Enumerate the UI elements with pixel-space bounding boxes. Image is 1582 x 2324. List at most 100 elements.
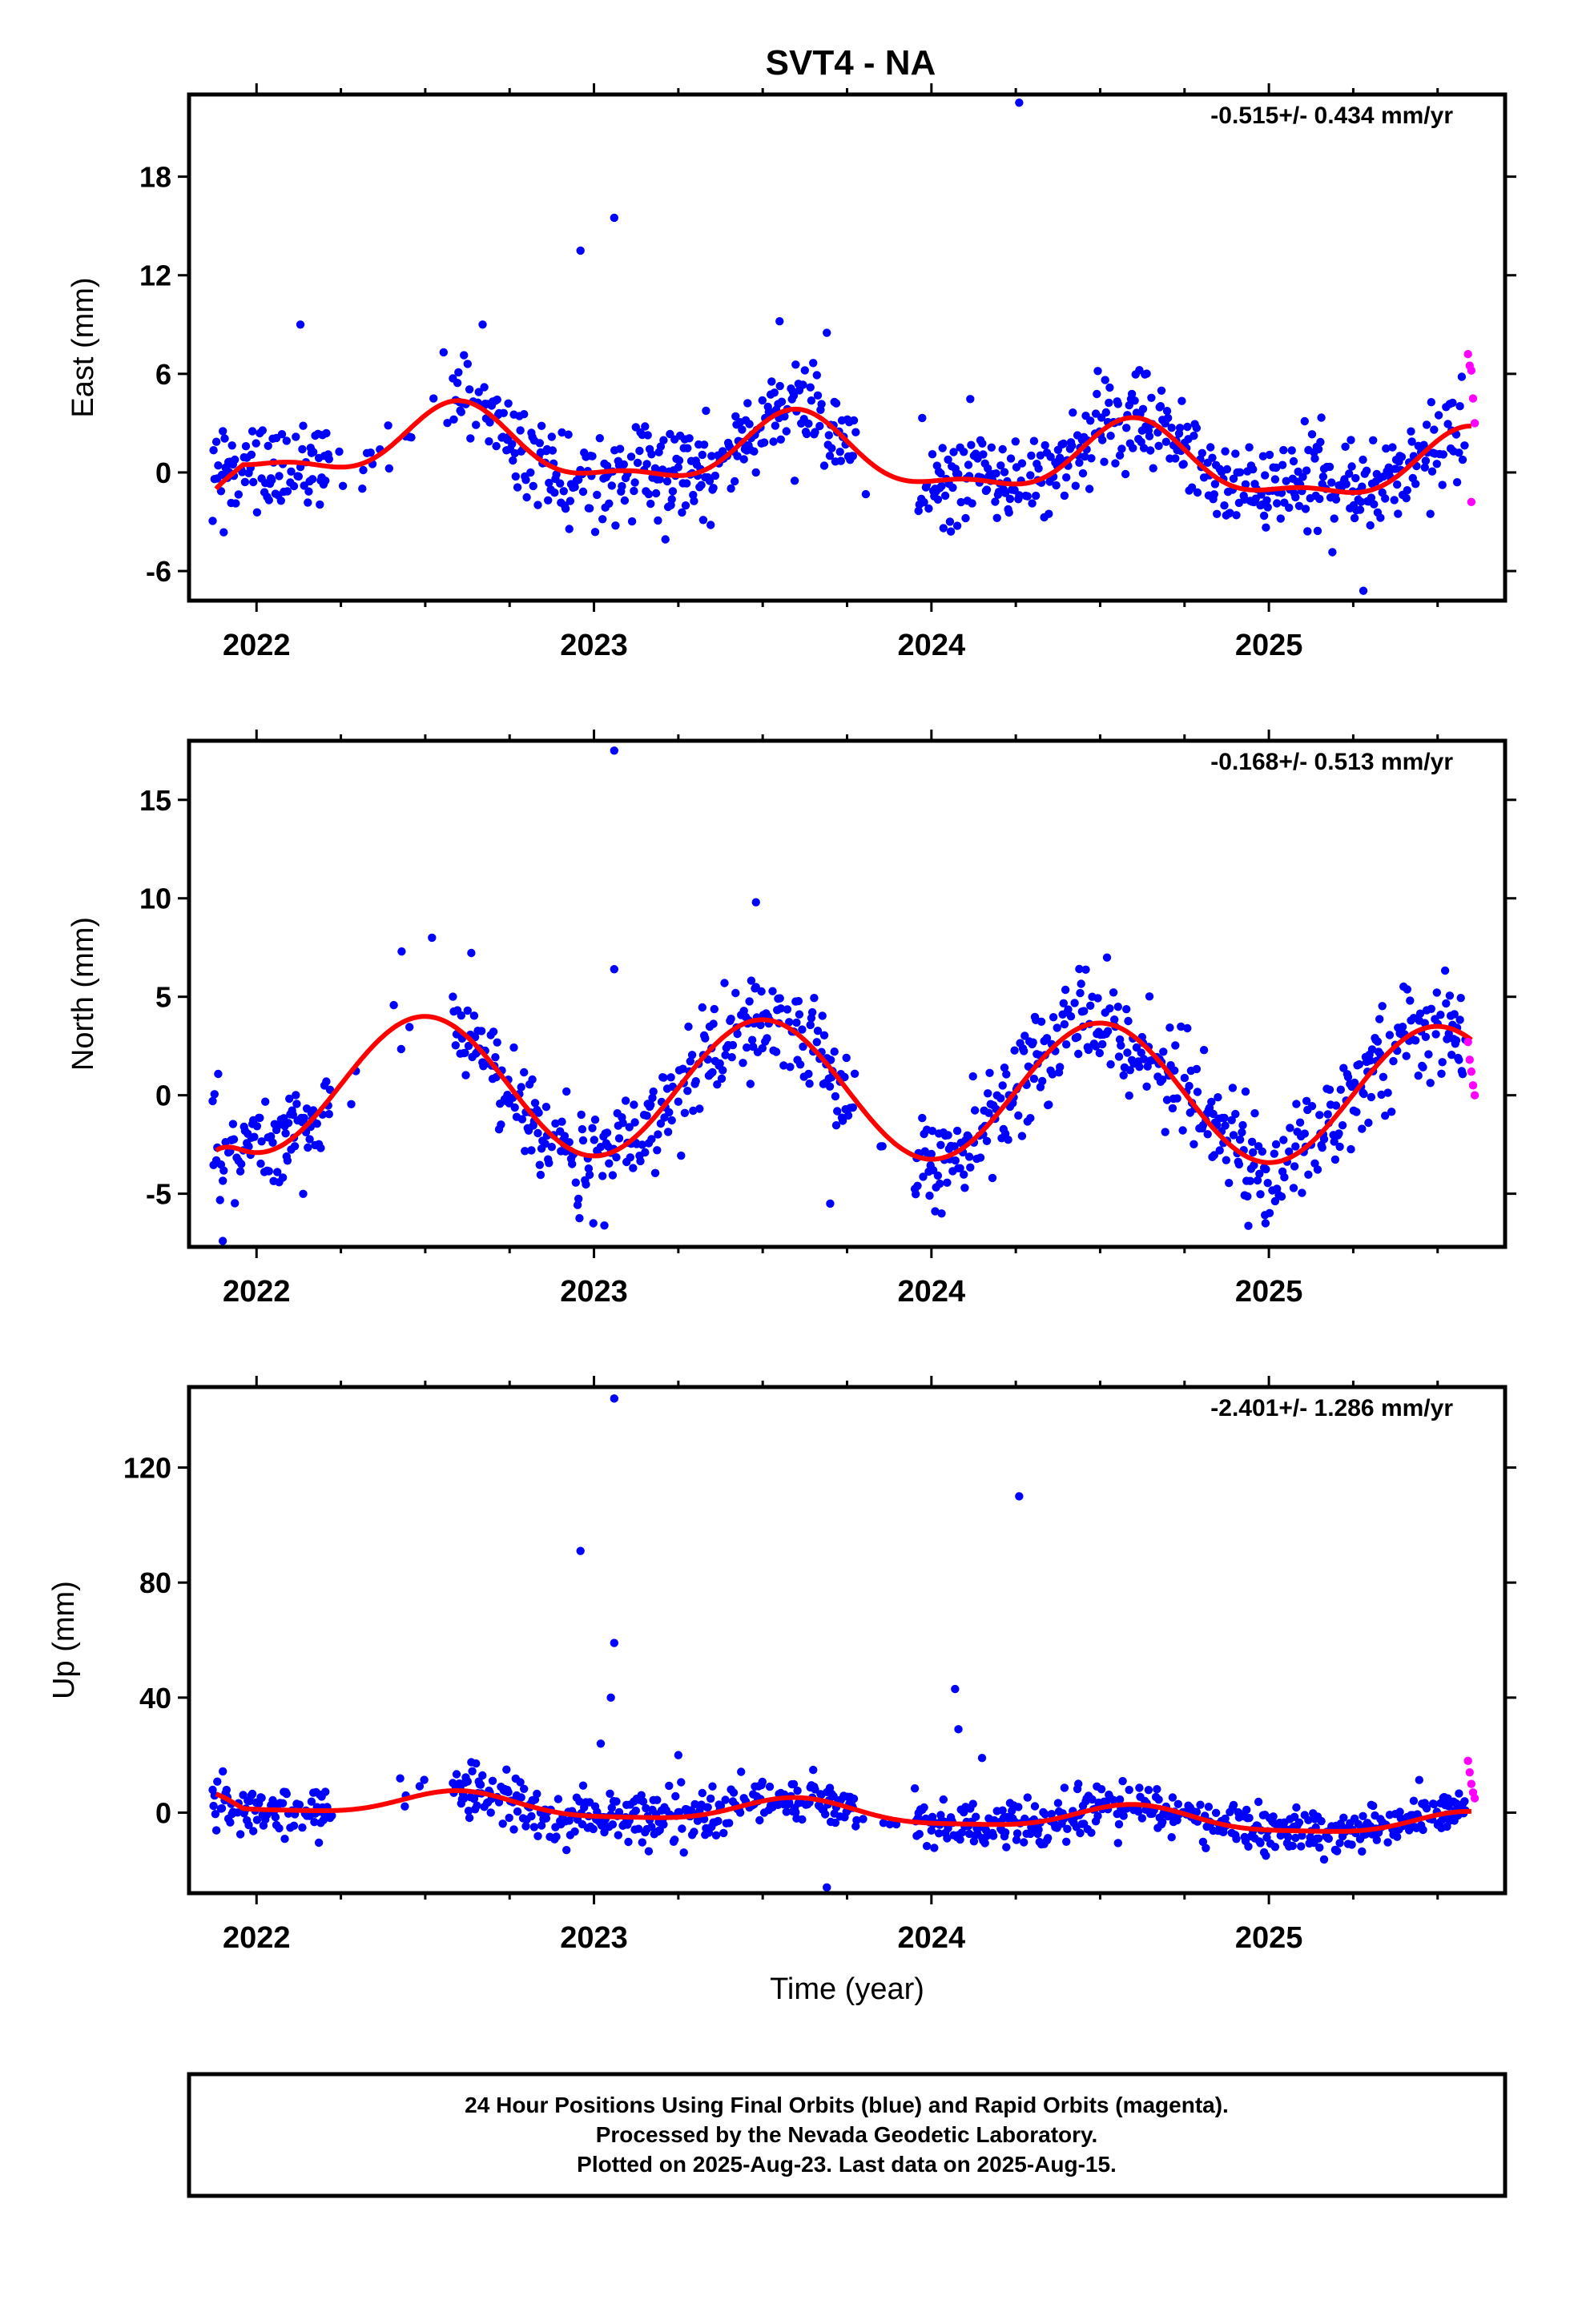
data-point bbox=[706, 1794, 715, 1803]
data-point bbox=[1020, 1814, 1029, 1823]
data-point bbox=[220, 434, 229, 443]
data-point bbox=[214, 461, 223, 470]
data-point bbox=[1210, 490, 1219, 499]
data-point bbox=[1427, 1004, 1436, 1014]
data-point bbox=[755, 1815, 764, 1825]
data-point bbox=[401, 1802, 409, 1811]
data-point bbox=[668, 487, 678, 496]
data-point bbox=[520, 410, 529, 419]
data-point bbox=[1246, 1176, 1255, 1185]
data-point bbox=[219, 1767, 227, 1776]
data-point bbox=[653, 1795, 662, 1804]
data-point bbox=[647, 1823, 656, 1831]
y-axis-label: East (mm) bbox=[66, 277, 100, 417]
data-point bbox=[642, 1803, 650, 1813]
data-point bbox=[634, 1824, 643, 1833]
data-point bbox=[629, 1164, 638, 1172]
data-point bbox=[1422, 420, 1431, 429]
data-point bbox=[1173, 1094, 1181, 1103]
data-point bbox=[624, 1837, 633, 1847]
data-point bbox=[677, 1151, 686, 1160]
data-point bbox=[1265, 1208, 1274, 1218]
data-point bbox=[934, 1829, 944, 1838]
data-point bbox=[768, 987, 777, 995]
data-point bbox=[1295, 1118, 1305, 1127]
data-point bbox=[1359, 1089, 1368, 1099]
data-point bbox=[678, 508, 686, 517]
outlier-point bbox=[1015, 1492, 1024, 1501]
data-point bbox=[1411, 1036, 1420, 1045]
data-point bbox=[770, 388, 779, 397]
x-tick-label: 2023 bbox=[560, 1921, 628, 1955]
data-point bbox=[715, 1059, 724, 1068]
data-point bbox=[1231, 449, 1240, 458]
data-point bbox=[679, 1848, 688, 1857]
data-point bbox=[840, 1072, 849, 1082]
data-point bbox=[621, 1096, 630, 1105]
plot-area bbox=[208, 1394, 1479, 1892]
data-point bbox=[831, 399, 841, 408]
data-point bbox=[927, 1826, 936, 1835]
rapid-point bbox=[1467, 366, 1476, 375]
data-point bbox=[1081, 965, 1090, 975]
data-point bbox=[1229, 1131, 1238, 1140]
data-point bbox=[347, 1100, 356, 1109]
data-point bbox=[1053, 1799, 1063, 1807]
data-point bbox=[1290, 1812, 1299, 1821]
data-point bbox=[307, 1797, 316, 1806]
data-point bbox=[460, 351, 469, 360]
data-point bbox=[705, 476, 715, 485]
data-point bbox=[682, 479, 691, 488]
data-point bbox=[310, 1818, 319, 1827]
data-point bbox=[513, 1807, 522, 1816]
data-point bbox=[739, 455, 748, 464]
data-point bbox=[1314, 444, 1323, 454]
data-point bbox=[545, 1159, 553, 1168]
data-point bbox=[966, 395, 975, 404]
data-point bbox=[541, 1103, 551, 1112]
data-point bbox=[454, 368, 463, 377]
data-point bbox=[927, 1149, 936, 1159]
data-point bbox=[1074, 1049, 1083, 1059]
data-point bbox=[984, 464, 992, 473]
data-point bbox=[952, 1126, 962, 1136]
data-point bbox=[226, 1818, 235, 1827]
data-point bbox=[1161, 437, 1171, 446]
data-point bbox=[690, 497, 698, 505]
model-fit-line bbox=[215, 1014, 1473, 1165]
data-point bbox=[824, 431, 834, 440]
data-point bbox=[1071, 481, 1081, 490]
data-point bbox=[1291, 493, 1300, 502]
data-point bbox=[304, 1143, 312, 1152]
data-point bbox=[257, 1137, 266, 1146]
plot-frame bbox=[187, 92, 1508, 603]
data-point bbox=[209, 446, 218, 455]
data-point bbox=[1438, 480, 1447, 489]
data-point bbox=[1130, 396, 1139, 405]
data-point bbox=[1091, 1042, 1101, 1051]
data-point bbox=[922, 1842, 932, 1851]
data-point bbox=[324, 455, 333, 464]
data-point bbox=[1310, 454, 1319, 463]
y-tick-label: 10 bbox=[139, 883, 171, 915]
data-point bbox=[219, 528, 228, 537]
data-point bbox=[1115, 1795, 1125, 1804]
data-point bbox=[806, 1020, 815, 1030]
data-point bbox=[1262, 523, 1270, 532]
data-point bbox=[968, 499, 976, 508]
data-point bbox=[936, 1140, 945, 1150]
data-point bbox=[826, 1055, 835, 1064]
outlier-point bbox=[751, 898, 760, 907]
data-point bbox=[812, 371, 821, 380]
data-point bbox=[630, 486, 638, 496]
data-point bbox=[964, 460, 973, 469]
data-point bbox=[299, 1189, 308, 1199]
data-point bbox=[1142, 369, 1151, 378]
data-point bbox=[1338, 1121, 1347, 1130]
data-point bbox=[1125, 1091, 1133, 1100]
data-point bbox=[1455, 1015, 1464, 1024]
final-orbit-points bbox=[208, 99, 1469, 595]
data-point bbox=[1221, 1814, 1230, 1823]
data-point bbox=[1394, 509, 1403, 518]
data-point bbox=[956, 497, 965, 507]
